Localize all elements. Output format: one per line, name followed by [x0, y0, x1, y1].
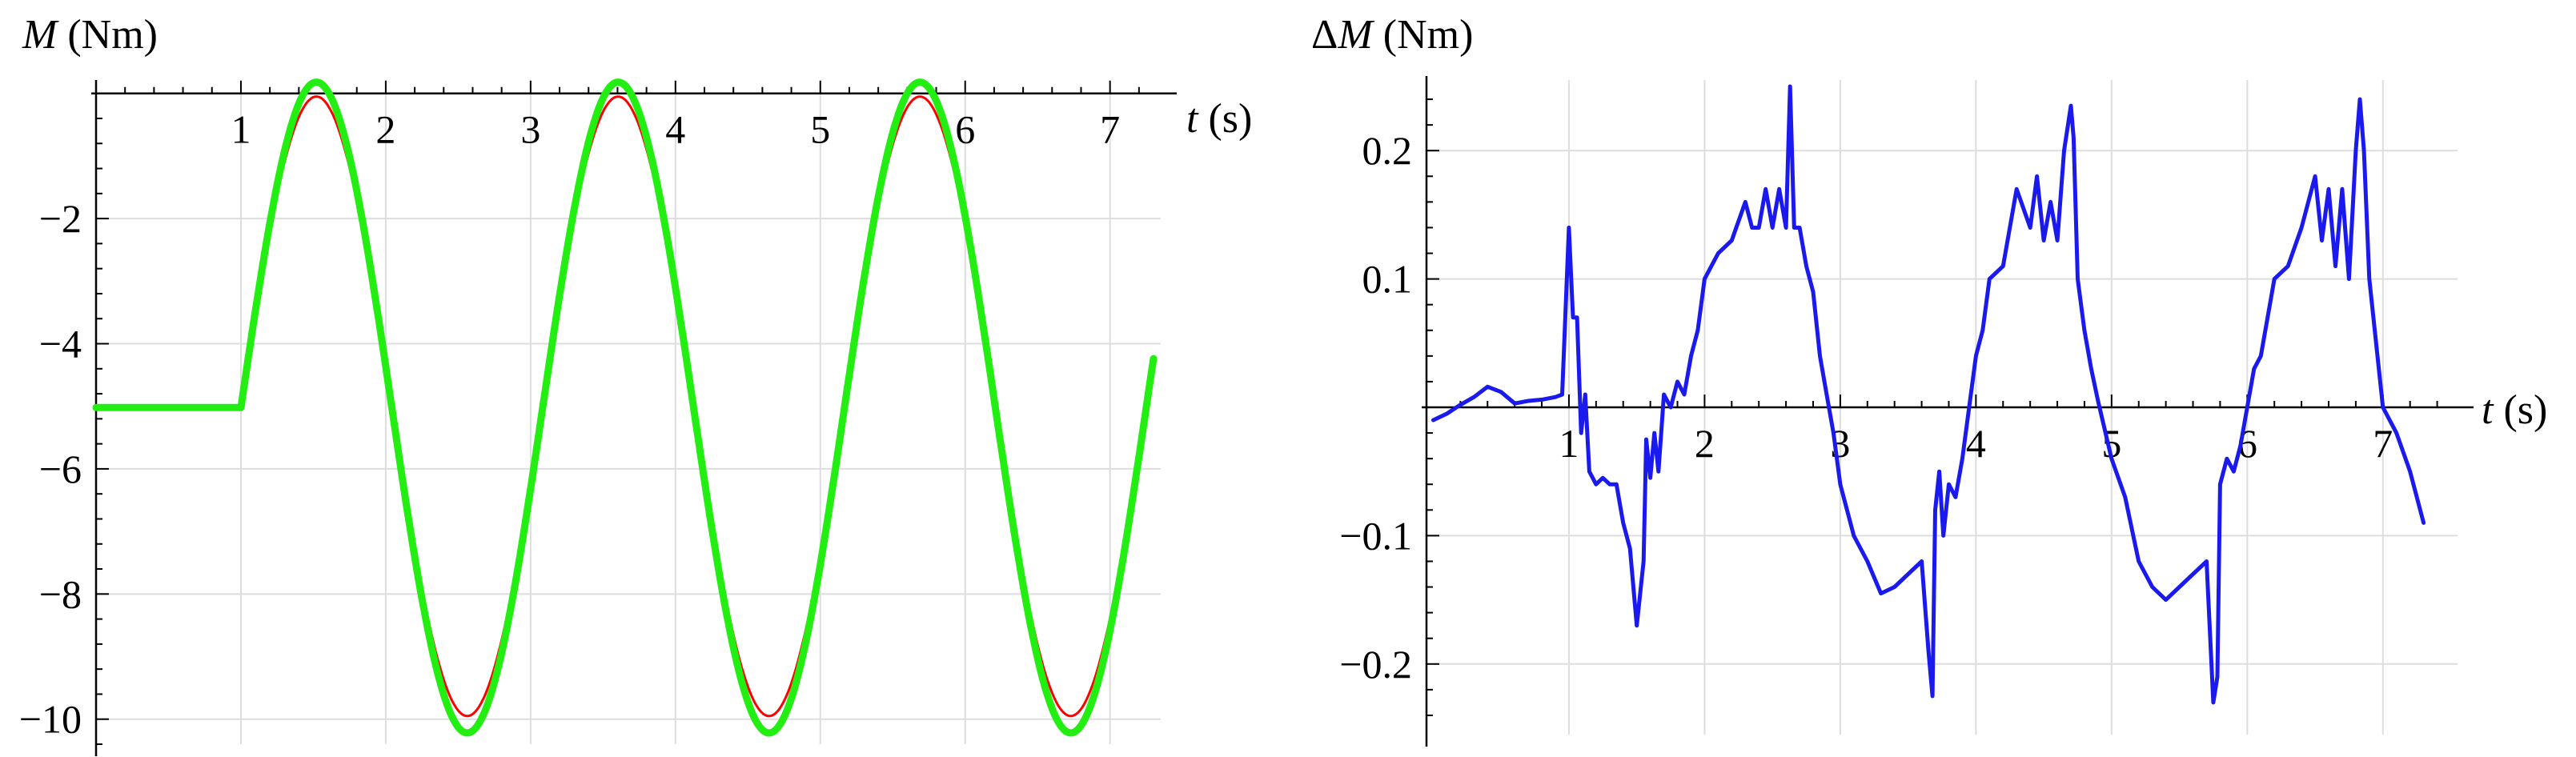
- y-tick-label: 0.2: [1362, 128, 1413, 173]
- x-tick-label: 3: [520, 107, 540, 152]
- x-tick-label: 1: [231, 107, 251, 152]
- y-ticks: −2 −4 −6 −8 −10: [19, 118, 109, 745]
- y-axis-title: ΔM (Nm): [1311, 12, 1473, 58]
- y-axis-title: M (Nm): [22, 12, 158, 58]
- x-tick-label: 4: [1966, 421, 1986, 466]
- x-tick-label: 5: [810, 107, 830, 152]
- right-panel: 1 2 3 4 5 6 70.20.1−0.1−0.2ΔM (Nm)t (s): [1311, 12, 2547, 747]
- y-tick-label: −0.2: [1339, 642, 1412, 687]
- y-tick-label: −6: [39, 447, 82, 491]
- series-line-1: [92, 78, 1158, 737]
- x-tick-label: 2: [375, 107, 395, 152]
- x-tick-label: 2: [1695, 421, 1715, 466]
- x-tick-label: 1: [1559, 421, 1579, 466]
- x-axis-title: t (s): [2482, 387, 2547, 433]
- y-tick-label: 0.1: [1362, 257, 1413, 302]
- y-tick-label: −8: [39, 571, 82, 616]
- y-tick-label: −2: [39, 196, 82, 241]
- x-tick-label: 7: [1100, 107, 1120, 152]
- x-ticks: 1 2 3 4 5 6 7: [124, 80, 1140, 152]
- grid: [96, 84, 1161, 744]
- y-ticks: 0.2 0.1 −0.1 −0.2: [1339, 98, 1439, 716]
- x-tick-label: 4: [665, 107, 685, 152]
- y-tick-label: −0.1: [1339, 513, 1412, 558]
- left-panel: 1 2 3 4 5 6 7 −2 −4 −6 −8 −10 M (Nm) t (s): [19, 12, 1252, 756]
- x-tick-label: 6: [955, 107, 975, 152]
- series-group: [92, 78, 1158, 737]
- y-tick-label: −10: [19, 697, 82, 742]
- series-line-0: [1431, 84, 2426, 705]
- x-axis-title: t (s): [1186, 96, 1252, 142]
- y-tick-label: −4: [39, 322, 82, 366]
- series-group: [1431, 84, 2426, 705]
- x-tick-label: 7: [2373, 421, 2393, 466]
